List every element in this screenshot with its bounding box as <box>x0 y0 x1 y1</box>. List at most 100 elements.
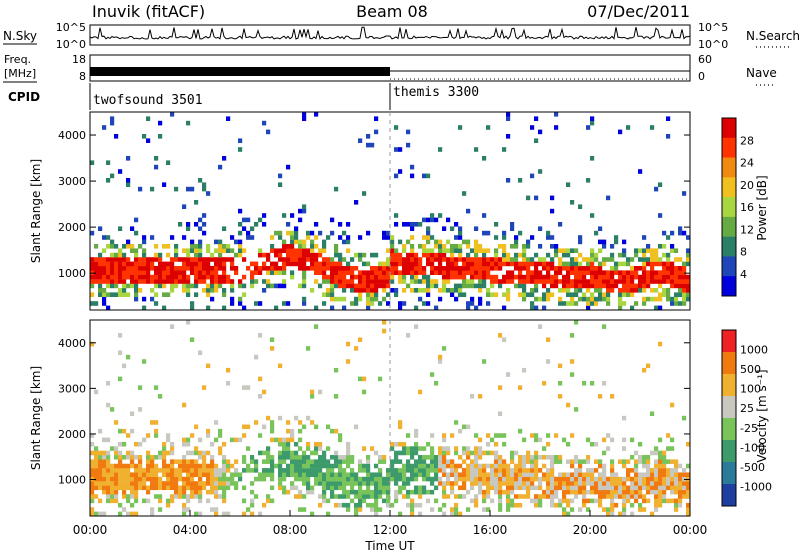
heatmap-cell <box>682 266 687 271</box>
heatmap-cell <box>326 472 331 477</box>
heatmap-cell <box>330 230 335 236</box>
heatmap-cell <box>590 441 595 447</box>
heatmap-cell <box>426 455 431 460</box>
heatmap-cell <box>438 239 443 245</box>
heatmap-cell <box>222 244 227 249</box>
heatmap-cell <box>306 248 311 253</box>
heatmap-cell <box>134 257 139 262</box>
heatmap-cell <box>438 261 443 267</box>
heatmap-cell <box>658 257 663 262</box>
heatmap-cell <box>274 261 279 267</box>
heatmap-cell <box>498 244 503 249</box>
heatmap-cell <box>598 481 603 486</box>
heatmap-cell <box>358 468 363 473</box>
heatmap-cell <box>418 257 423 262</box>
heatmap-cell <box>678 257 683 262</box>
heatmap-cell <box>154 481 159 486</box>
heatmap-cell <box>590 283 595 289</box>
heatmap-cell <box>190 337 195 342</box>
heatmap-cell <box>322 455 327 460</box>
heatmap-cell <box>198 489 203 495</box>
heatmap-cell <box>506 472 511 477</box>
heatmap-cell <box>266 446 271 451</box>
heatmap-cell <box>374 494 379 499</box>
heatmap-cell <box>538 270 543 275</box>
heatmap-cell <box>654 485 659 491</box>
heatmap-cell <box>646 248 651 253</box>
heatmap-cell <box>534 459 539 464</box>
heatmap-cell <box>618 301 623 306</box>
heatmap-cell <box>126 455 131 460</box>
heatmap-cell <box>482 213 487 218</box>
heatmap-cell <box>310 230 315 236</box>
heatmap-cell <box>98 476 103 482</box>
heatmap-cell <box>258 252 263 258</box>
heatmap-cell <box>210 459 215 464</box>
heatmap-cell <box>342 472 347 477</box>
heatmap-cell <box>186 476 191 482</box>
heatmap-cell <box>498 261 503 267</box>
heatmap-cell <box>438 481 443 486</box>
heatmap-cell <box>446 494 451 499</box>
heatmap-cell <box>194 424 199 430</box>
heatmap-cell <box>422 489 427 495</box>
heatmap-cell <box>122 266 127 271</box>
heatmap-cell <box>170 472 175 477</box>
heatmap-cell <box>218 481 223 486</box>
heatmap-cell <box>666 257 671 262</box>
heatmap-cell <box>554 252 559 258</box>
heatmap-cell <box>350 455 355 460</box>
heatmap-cell <box>538 502 543 508</box>
heatmap-cell <box>338 235 343 240</box>
heatmap-cell <box>282 455 287 460</box>
heatmap-cell <box>130 279 135 284</box>
heatmap-cell <box>186 283 191 289</box>
heatmap-cell <box>294 239 299 245</box>
heatmap-cell <box>678 283 683 289</box>
heatmap-cell <box>610 274 615 280</box>
heatmap-cell <box>598 288 603 293</box>
heatmap-cell <box>570 266 575 271</box>
heatmap-cell <box>390 244 395 249</box>
heatmap-cell <box>306 257 311 262</box>
heatmap-cell <box>554 125 559 130</box>
heatmap-cell <box>154 266 159 271</box>
heatmap-cell <box>526 494 531 499</box>
heatmap-cell <box>522 288 527 293</box>
heatmap-cell <box>322 261 327 267</box>
heatmap-cell <box>138 279 143 284</box>
heatmap-cell <box>566 485 571 491</box>
heatmap-cell <box>450 472 455 477</box>
heatmap-cell <box>562 266 567 271</box>
heatmap-cell <box>142 359 147 364</box>
heatmap-cell <box>646 463 651 469</box>
heatmap-cell <box>462 472 467 477</box>
heatmap-cell <box>154 433 159 438</box>
heatmap-cell <box>442 511 447 517</box>
heatmap-cell <box>466 244 471 249</box>
heatmap-cell <box>150 485 155 491</box>
heatmap-cell <box>658 270 663 275</box>
heatmap-cell <box>430 213 435 218</box>
noise-right-label: N.Search <box>746 29 800 43</box>
heatmap-cell <box>546 279 551 284</box>
heatmap-cell <box>430 507 435 512</box>
heatmap-cell <box>410 507 415 512</box>
heatmap-cell <box>214 239 219 245</box>
heatmap-cell <box>282 239 287 245</box>
heatmap-cell <box>234 270 239 275</box>
heatmap-cell <box>366 489 371 495</box>
heatmap-cell <box>318 283 323 289</box>
heatmap-cell <box>654 450 659 456</box>
heatmap-cell <box>382 230 387 236</box>
heatmap-cell <box>406 252 411 258</box>
heatmap-cell <box>342 257 347 262</box>
heatmap-cell <box>638 169 643 174</box>
heatmap-cell <box>586 283 591 289</box>
heatmap-cell <box>582 274 587 280</box>
heatmap-cell <box>98 455 103 460</box>
heatmap-cell <box>270 463 275 469</box>
heatmap-cell <box>162 274 167 280</box>
heatmap-cell <box>106 244 111 249</box>
heatmap-cell <box>638 279 643 284</box>
